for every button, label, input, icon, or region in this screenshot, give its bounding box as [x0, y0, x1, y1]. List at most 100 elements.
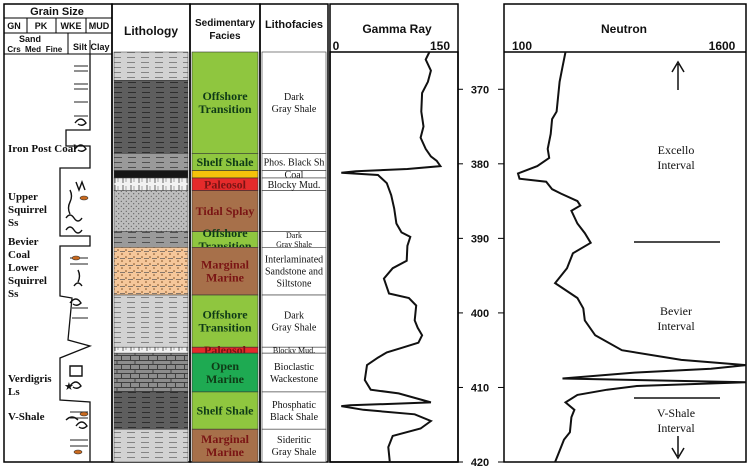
unit-label: Ss [8, 217, 19, 229]
gamma-ray-header: Gamma Ray [362, 22, 432, 36]
facies-label: Offshore [202, 308, 248, 322]
up-arrow-icon [671, 60, 685, 90]
gn-header: GN [7, 21, 21, 31]
lithofacies-label: Sideritic [277, 435, 311, 446]
wke-header: WKE [61, 21, 82, 31]
lithology-bed-shale-light [113, 428, 189, 463]
depth-tick-label: 370 [471, 84, 489, 96]
neutron-scale-max: 1600 [709, 39, 736, 53]
lithology-bed-coal [113, 170, 189, 179]
gamma-ray-track-frame [329, 51, 459, 463]
lithology-bed-shale-mid [113, 153, 189, 171]
lithology-bed-shale-dark [113, 80, 189, 154]
lithology-bed-sand-dots [113, 190, 189, 232]
depth-tick-label: 400 [471, 308, 489, 320]
excello-interval-line1: Excello [658, 143, 695, 157]
facies-label: Marginal [201, 258, 250, 272]
facies-label: Open [211, 359, 239, 373]
facies-block [191, 190, 259, 232]
lithology-bed-limestone [113, 352, 189, 393]
unit-label: Squirrel [8, 275, 47, 287]
facies-block [191, 247, 259, 296]
depth-tick-label: 410 [471, 382, 489, 394]
lithofacies-label: Sandstone and [265, 267, 323, 278]
facies-label: Offshore [202, 89, 248, 103]
lithofacies-label: Gray Shale [272, 104, 317, 115]
facies-label: Shelf Shale [196, 404, 254, 418]
facies-label: Tidal Splay [196, 204, 255, 218]
lithofacies-block [261, 428, 327, 463]
unit-labels: Iron Post CoalUpperSquirrelSsBevierCoalL… [8, 143, 76, 423]
neutron-curve [516, 51, 747, 463]
down-arrow-icon [671, 436, 685, 460]
lithology-bed-paleosol [113, 177, 189, 191]
depth-tick-label: 420 [471, 457, 489, 466]
lithofacies-label: Gray Shale [272, 447, 317, 458]
grain-size-header: Grain Size [30, 6, 84, 18]
unit-label: Upper [8, 191, 38, 203]
lithofacies-block [261, 391, 327, 430]
neutron-track-frame [503, 3, 747, 463]
lithofacies-label: Wackestone [270, 374, 319, 385]
lithofacies-label: Interlaminated [265, 255, 323, 266]
facies-label: Marine [206, 445, 245, 459]
gamma-ray-track: 0 150 [329, 3, 459, 463]
fine-header: Fine [46, 45, 63, 54]
neutron-track: 100 1600 Excello Interval Bevier Interva… [503, 3, 747, 463]
neutron-scale-min: 100 [512, 39, 532, 53]
depth-tick-label: 380 [471, 159, 489, 171]
lithofacies-label: Bioclastic [274, 362, 315, 373]
lithofacies-label: Siltstone [276, 279, 312, 290]
bevier-interval-line1: Bevier [660, 304, 692, 318]
lithofacies-label: Gray Shale [272, 323, 317, 334]
vshale-interval-line2: Interval [657, 421, 695, 435]
crs-header: Crs [7, 45, 21, 54]
facies-label: Marginal [201, 432, 250, 446]
lithofacies-header: Lithofacies [265, 19, 323, 31]
med-header: Med [25, 45, 41, 54]
lithofacies-label: Black Shale [270, 412, 319, 423]
lithology-bed-shale-light [113, 51, 189, 81]
lithology-bed-paleosol [113, 346, 189, 354]
lithology-bed-shale-mid [113, 231, 189, 248]
neutron-header: Neutron [601, 22, 647, 36]
unit-label: Lower [8, 262, 39, 274]
silt-header: Silt [73, 42, 87, 52]
facies-label: Marine [206, 271, 245, 285]
lithofacies-label: Dark [284, 92, 304, 103]
lithofacies-label: Dark [286, 231, 302, 240]
lithofacies-label: Blocky Mud. [268, 180, 321, 191]
facies-block [191, 352, 259, 393]
gamma-ray-curve [341, 51, 443, 463]
excello-interval-line2: Interval [657, 158, 695, 172]
lithology-bed-shale-dark [113, 391, 189, 430]
unit-label: Ls [8, 386, 20, 398]
lithofacies-label: Blocky Mud. [273, 346, 315, 355]
lithology-column [113, 51, 189, 463]
unit-label: V-Shale [8, 411, 45, 423]
unit-label: Bevier [8, 236, 39, 248]
lithofacies-block [261, 352, 327, 393]
lithofacies-label: Gray Shale [276, 240, 312, 249]
facies-label: Transition [198, 102, 251, 116]
facies-block [191, 294, 259, 348]
depth-axis: 370 380 390 400 410 420 [458, 84, 504, 466]
grain-size-profile: ★ [59, 54, 93, 462]
lithology-bed-sand-orange [113, 247, 189, 296]
gamma-ray-scale-min: 0 [333, 39, 340, 53]
unit-label: Coal [8, 249, 30, 261]
grain-size-column-frame [3, 3, 113, 463]
vshale-interval-line1: V-Shale [657, 406, 695, 420]
lithofacies-block [261, 51, 327, 154]
facies-block [191, 428, 259, 463]
lithology-header: Lithology [124, 24, 178, 38]
unit-label: Ss [8, 288, 19, 300]
gamma-ray-scale-max: 150 [430, 39, 450, 53]
facies-block [191, 391, 259, 430]
header-row: Grain Size GN PK WKE MUD Sand Crs Med Fi… [4, 6, 647, 55]
sed-facies-header-line1: Sedimentary [195, 18, 255, 29]
facies-label: Shelf Shale [196, 155, 254, 169]
lithofacies-block [261, 190, 327, 232]
